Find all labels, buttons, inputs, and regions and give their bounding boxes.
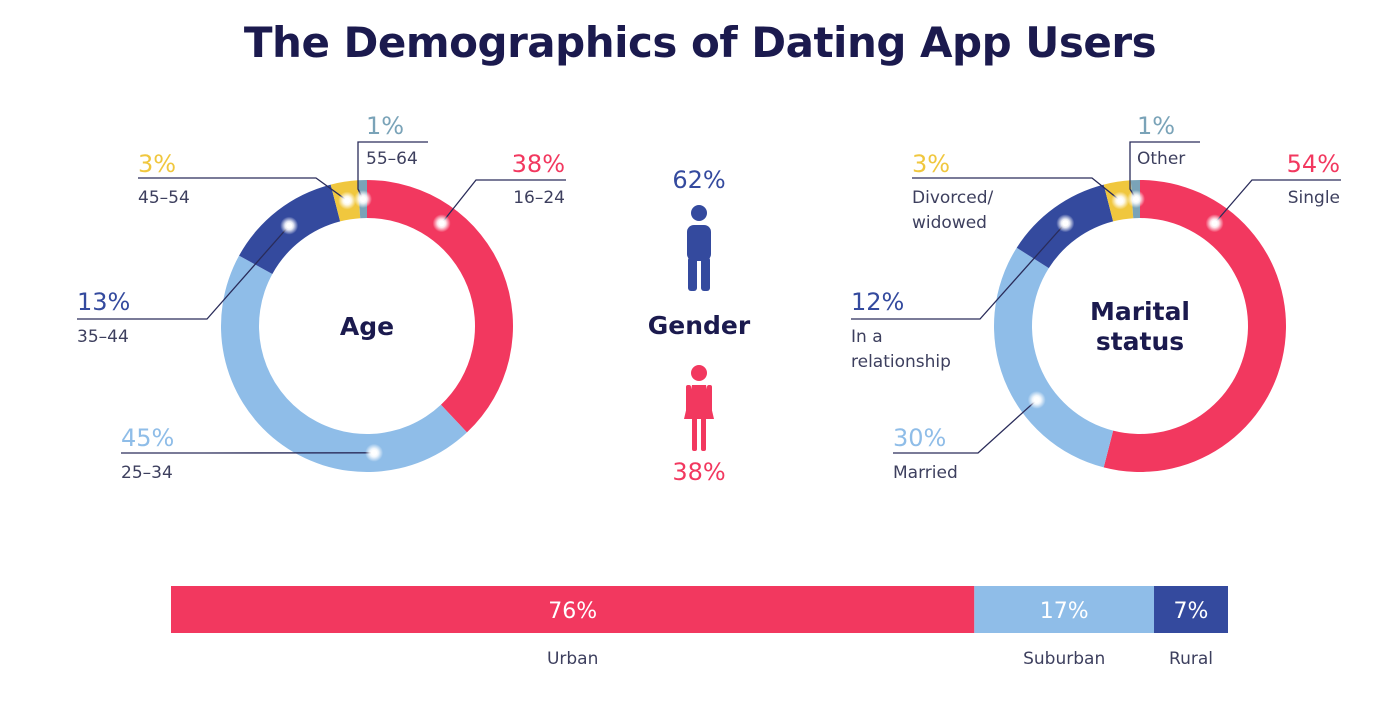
- age-slice-1: [221, 255, 467, 472]
- male-icon-head: [691, 205, 707, 221]
- female-icon: [684, 365, 714, 451]
- age-marker-2: [286, 222, 293, 229]
- age-category-label-2: 35–44: [77, 327, 129, 347]
- age-marker-0: [438, 220, 445, 227]
- age-slice-0: [367, 180, 513, 433]
- location-bar-segment-1: [974, 586, 1155, 633]
- marital-center-label: status: [1096, 327, 1184, 356]
- location-pct-label-1: 17%: [1040, 599, 1089, 624]
- female-icon-dress: [684, 385, 714, 419]
- age-category-label-3: 45–54: [138, 188, 190, 208]
- location-pct-label-2: 7%: [1174, 599, 1209, 624]
- male-icon-torso: [687, 225, 711, 261]
- marital-marker-3: [1117, 197, 1124, 204]
- marital-category-label-0: Single: [1288, 188, 1340, 208]
- location-pct-label-0: 76%: [548, 599, 597, 624]
- marital-slice-0: [1103, 180, 1286, 472]
- marital-pct-label-2: 12%: [851, 288, 904, 316]
- female-icon-head: [691, 365, 707, 381]
- marital-category-label-2: In a: [851, 327, 883, 347]
- marital-leader-1: [893, 399, 1038, 454]
- female-icon-leg-right: [701, 417, 706, 451]
- age-leader-2: [77, 225, 290, 320]
- age-pct-label-0: 38%: [512, 150, 565, 178]
- male-icon-leg-left: [688, 257, 697, 291]
- marital-leader-2: [851, 222, 1066, 320]
- marital-category-label-2: relationship: [851, 352, 951, 372]
- age-pct-label-3: 3%: [138, 150, 176, 178]
- location-bar-segment-0: [171, 586, 975, 633]
- marital-slice-1: [993, 247, 1114, 468]
- male-icon: [687, 205, 711, 291]
- marital-pct-label-1: 30%: [893, 424, 946, 452]
- age-leader-3: [138, 177, 348, 202]
- location-category-label-0: Urban: [547, 649, 598, 669]
- marital-marker-2: [1062, 220, 1069, 227]
- location-bar-segment-2: [1154, 586, 1228, 633]
- female-icon-leg-left: [692, 417, 697, 451]
- age-pct-label-4: 1%: [366, 112, 404, 140]
- age-marker-4: [360, 196, 367, 203]
- gender-pct-label-0: 62%: [672, 166, 725, 194]
- age-category-label-0: 16–24: [513, 188, 565, 208]
- marital-center-label: Marital: [1090, 297, 1190, 326]
- marital-category-label-3: Divorced/: [912, 188, 993, 208]
- marital-category-label-4: Other: [1137, 149, 1185, 169]
- male-icon-leg-right: [701, 257, 710, 291]
- location-category-label-1: Suburban: [1023, 649, 1105, 669]
- age-category-label-1: 25–34: [121, 463, 173, 483]
- age-pct-label-2: 13%: [77, 288, 130, 316]
- marital-pct-label-3: 3%: [912, 150, 950, 178]
- age-pct-label-1: 45%: [121, 424, 174, 452]
- location-category-label-2: Rural: [1169, 649, 1213, 669]
- age-category-label-4: 55–64: [366, 149, 418, 169]
- age-marker-1: [371, 449, 378, 456]
- marital-leader-0: [1214, 179, 1341, 224]
- marital-pct-label-0: 54%: [1287, 150, 1340, 178]
- marital-category-label-3: widowed: [912, 213, 987, 233]
- marital-leader-3: [912, 177, 1121, 202]
- gender-center-label: Gender: [648, 311, 751, 340]
- age-leader-0: [441, 179, 566, 224]
- marital-category-label-1: Married: [893, 463, 958, 483]
- marital-pct-label-4: 1%: [1137, 112, 1175, 140]
- chart-title: The Demographics of Dating App Users: [243, 18, 1157, 67]
- age-marker-3: [344, 197, 351, 204]
- marital-marker-1: [1033, 396, 1040, 403]
- gender-pct-label-1: 38%: [672, 458, 725, 486]
- marital-marker-0: [1211, 220, 1218, 227]
- marital-marker-4: [1133, 196, 1140, 203]
- age-center-label: Age: [340, 312, 394, 341]
